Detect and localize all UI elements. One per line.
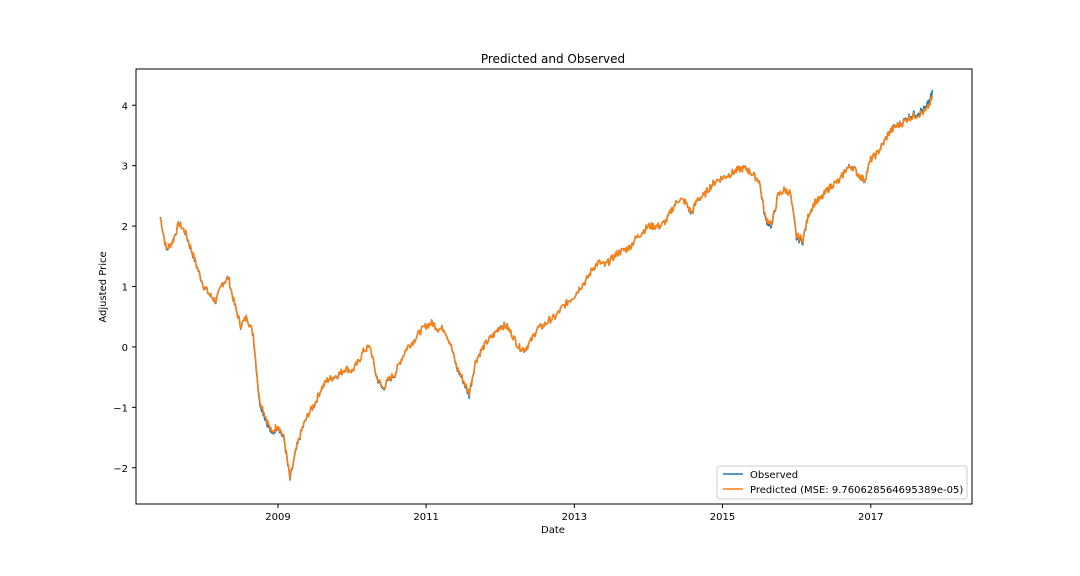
legend-label-predicted: Predicted (MSE: 9.760628564695389e-05): [750, 485, 963, 496]
legend: Observed Predicted (MSE: 9.7606285646953…: [716, 465, 968, 500]
legend-label-observed: Observed: [750, 470, 798, 481]
y-tick-label: 4: [122, 101, 128, 112]
legend-box: [716, 465, 968, 500]
series-line-predicted: [159, 94, 934, 480]
plot-area: [159, 89, 934, 481]
y-axis-label: Adjusted Price: [98, 251, 109, 322]
y-tick-label: 1: [122, 283, 128, 294]
y-tick-label: 2: [122, 222, 128, 233]
y-tick-label: −1: [113, 403, 128, 414]
x-tick-label: 2013: [562, 512, 587, 523]
y-tick-label: 0: [122, 343, 128, 354]
series-line-observed: [159, 89, 934, 481]
x-axis-label: Date: [541, 525, 565, 536]
chart-title: Predicted and Observed: [481, 52, 625, 66]
y-tick-label: −2: [113, 464, 128, 475]
x-tick-label: 2009: [265, 512, 290, 523]
y-axis: −2 −1 0 1 2 3 4: [113, 101, 136, 475]
x-tick-label: 2017: [858, 512, 883, 523]
y-tick-label: 3: [122, 162, 128, 173]
x-tick-label: 2011: [413, 512, 438, 523]
plot-frame: [135, 68, 973, 505]
x-tick-label: 2015: [710, 512, 735, 523]
x-axis: 2009 2011 2013 2015 2017: [265, 504, 883, 523]
